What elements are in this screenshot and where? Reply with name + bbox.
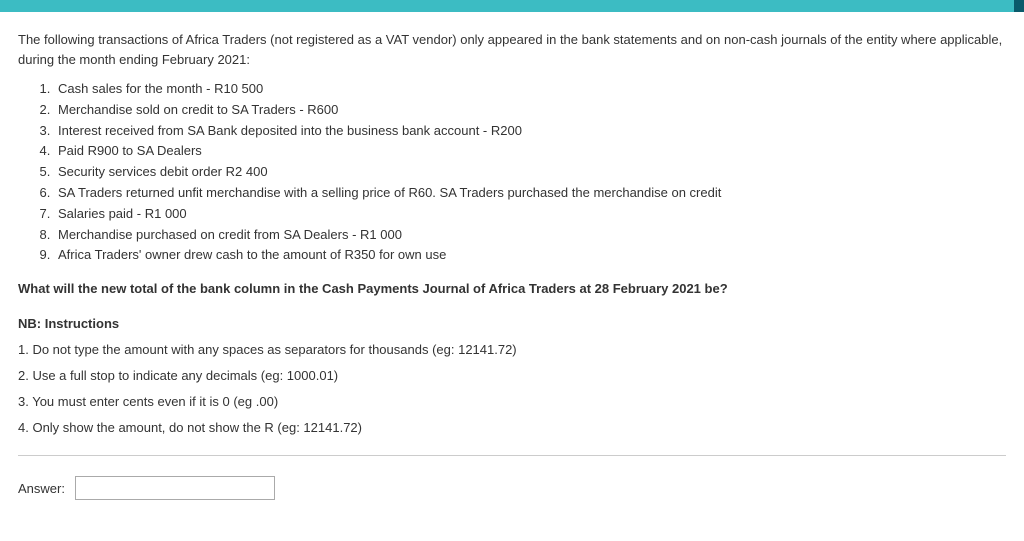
list-item: Security services debit order R2 400 bbox=[54, 162, 1006, 183]
transaction-list: Cash sales for the month - R10 500 Merch… bbox=[54, 79, 1006, 266]
question-text: What will the new total of the bank colu… bbox=[18, 280, 1006, 298]
nb-heading: NB: Instructions bbox=[18, 316, 1006, 331]
divider bbox=[18, 455, 1006, 456]
instruction-line: 2. Use a full stop to indicate any decim… bbox=[18, 363, 1006, 389]
instruction-line: 1. Do not type the amount with any space… bbox=[18, 337, 1006, 363]
list-item: Interest received from SA Bank deposited… bbox=[54, 121, 1006, 142]
answer-input[interactable] bbox=[75, 476, 275, 500]
list-item: Salaries paid - R1 000 bbox=[54, 204, 1006, 225]
list-item: Merchandise sold on credit to SA Traders… bbox=[54, 100, 1006, 121]
answer-label: Answer: bbox=[18, 481, 65, 496]
list-item: Cash sales for the month - R10 500 bbox=[54, 79, 1006, 100]
list-item: Merchandise purchased on credit from SA … bbox=[54, 225, 1006, 246]
answer-row: Answer: bbox=[18, 476, 1006, 500]
list-item: Africa Traders' owner drew cash to the a… bbox=[54, 245, 1006, 266]
list-item: Paid R900 to SA Dealers bbox=[54, 141, 1006, 162]
question-content: The following transactions of Africa Tra… bbox=[0, 12, 1024, 510]
instructions-block: 1. Do not type the amount with any space… bbox=[18, 337, 1006, 441]
intro-text: The following transactions of Africa Tra… bbox=[18, 30, 1006, 69]
instruction-line: 4. Only show the amount, do not show the… bbox=[18, 415, 1006, 441]
top-accent-bar bbox=[0, 0, 1024, 12]
list-item: SA Traders returned unfit merchandise wi… bbox=[54, 183, 1006, 204]
instruction-line: 3. You must enter cents even if it is 0 … bbox=[18, 389, 1006, 415]
